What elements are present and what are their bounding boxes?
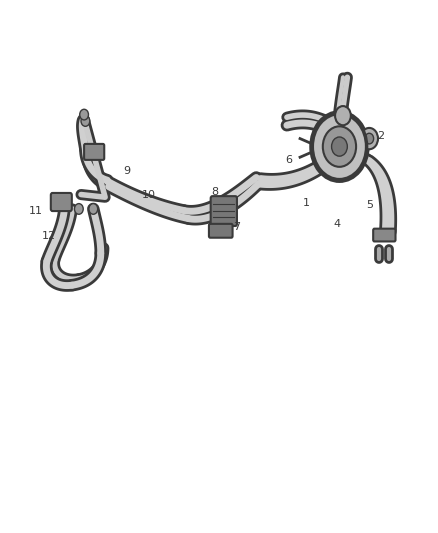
Circle shape (311, 112, 368, 181)
Circle shape (360, 128, 378, 149)
Circle shape (74, 204, 83, 214)
FancyBboxPatch shape (84, 144, 104, 160)
Text: 12: 12 (42, 231, 56, 240)
Text: 6: 6 (286, 155, 293, 165)
Text: 4: 4 (334, 219, 341, 229)
Text: 2: 2 (378, 131, 385, 141)
Text: 10: 10 (142, 190, 156, 199)
Circle shape (365, 133, 374, 144)
Circle shape (81, 116, 90, 126)
Circle shape (331, 136, 348, 157)
Circle shape (332, 137, 347, 156)
FancyBboxPatch shape (211, 196, 237, 226)
Text: 8: 8 (211, 187, 218, 197)
Text: 9: 9 (124, 166, 131, 175)
Text: 5: 5 (367, 200, 374, 210)
Circle shape (80, 109, 88, 120)
Text: 7: 7 (233, 222, 240, 231)
Circle shape (89, 204, 98, 214)
Circle shape (321, 124, 358, 169)
Circle shape (312, 114, 367, 180)
Circle shape (335, 106, 351, 125)
Text: 1: 1 (303, 198, 310, 207)
Circle shape (323, 126, 356, 167)
FancyBboxPatch shape (209, 224, 233, 238)
FancyBboxPatch shape (373, 229, 396, 241)
FancyBboxPatch shape (51, 193, 72, 211)
Text: 11: 11 (29, 206, 43, 215)
